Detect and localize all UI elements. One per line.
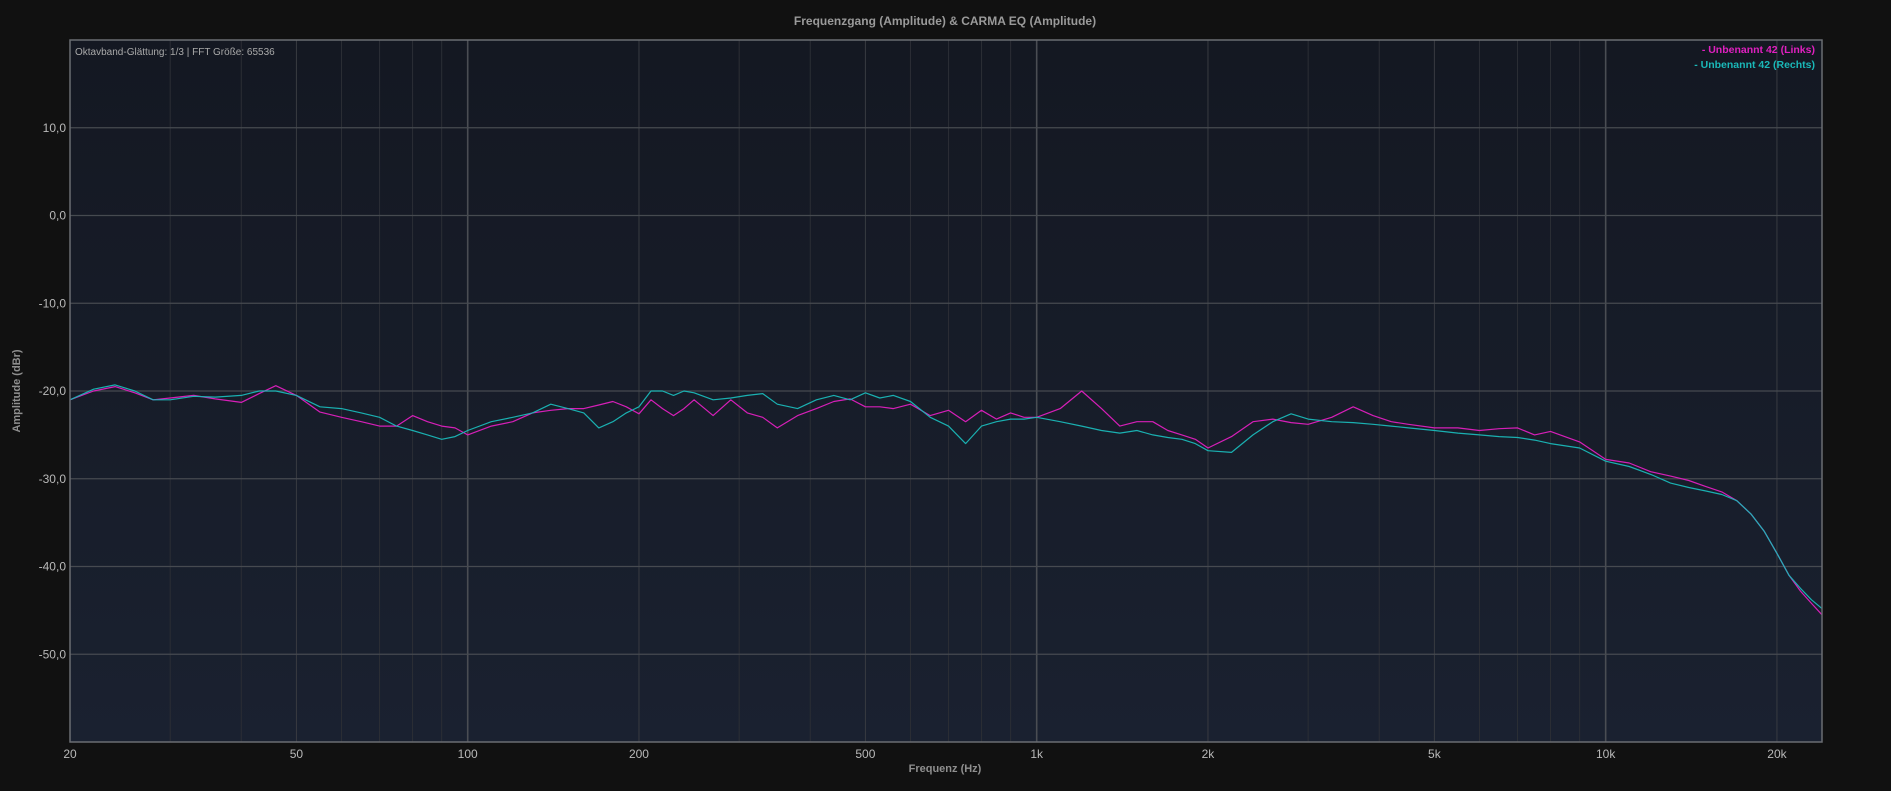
y-tick-label: -20,0 <box>39 384 67 398</box>
y-tick-label: 0,0 <box>49 209 66 223</box>
x-tick-label: 20 <box>63 747 77 761</box>
plot-frame <box>69 39 1823 743</box>
y-tick-label: -30,0 <box>39 472 67 486</box>
y-tick-label: -10,0 <box>39 296 67 310</box>
y-tick-label: -40,0 <box>39 560 67 574</box>
smoothing-info-text: Oktavband-Glättung: 1/3 | FFT Größe: 655… <box>75 47 275 58</box>
x-tick-labels: 20 50 100 200 500 1k 2k 5k 10k 20k <box>63 747 1787 761</box>
y-tick-labels: 10,0 0,0 -10,0 -20,0 -30,0 -40,0 -50,0 <box>39 121 67 662</box>
x-tick-label: 100 <box>458 747 478 761</box>
x-tick-label: 20k <box>1767 747 1787 761</box>
x-tick-label: 500 <box>855 747 875 761</box>
series-lines <box>69 384 1823 616</box>
y-tick-label: 10,0 <box>43 121 67 135</box>
x-tick-label: 2k <box>1202 747 1216 761</box>
x-tick-label: 5k <box>1428 747 1442 761</box>
x-tick-label: 10k <box>1596 747 1616 761</box>
legend: - Unbenannt 42 (Links) - Unbenannt 42 (R… <box>1694 44 1815 71</box>
x-tick-label: 200 <box>629 747 649 761</box>
chart-title: Frequenzgang (Amplitude) & CARMA EQ (Amp… <box>794 14 1096 28</box>
x-tick-label: 1k <box>1030 747 1044 761</box>
series-line-links <box>69 385 1823 616</box>
x-axis-label: Frequenz (Hz) <box>909 763 982 775</box>
grid-lines <box>69 40 1822 742</box>
series-line-rechts <box>69 384 1823 610</box>
x-tick-label: 50 <box>290 747 304 761</box>
y-axis-label: Amplitude (dBr) <box>11 349 23 432</box>
legend-entry-links[interactable]: - Unbenannt 42 (Links) <box>1702 44 1815 56</box>
y-tick-label: -50,0 <box>39 647 67 661</box>
legend-entry-rechts[interactable]: - Unbenannt 42 (Rechts) <box>1694 59 1815 71</box>
